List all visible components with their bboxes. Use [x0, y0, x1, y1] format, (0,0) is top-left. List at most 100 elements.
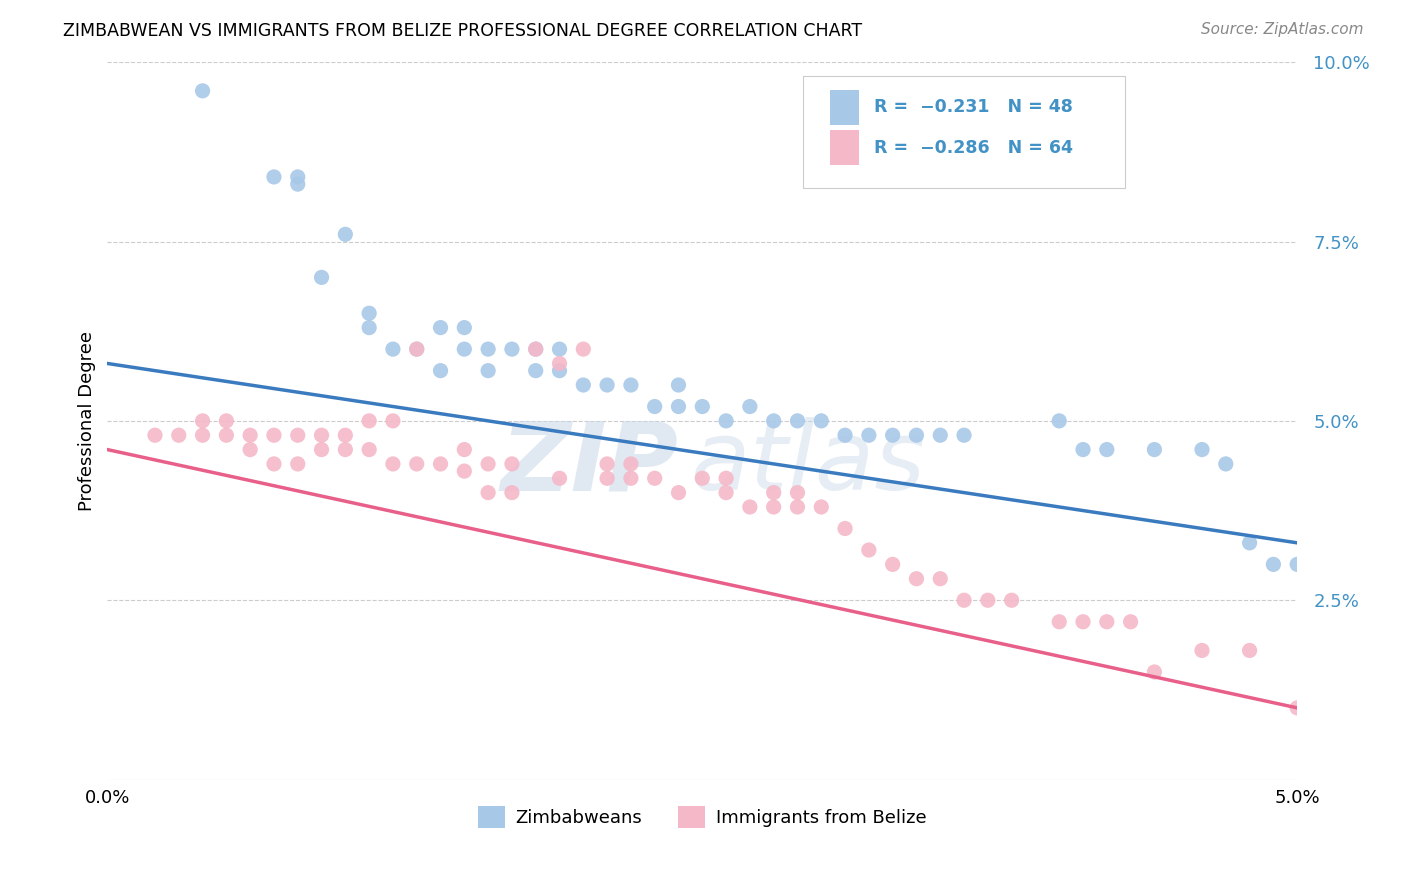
Point — [548, 471, 571, 485]
Point — [501, 457, 523, 471]
Point — [738, 500, 761, 514]
Point — [1191, 643, 1213, 657]
Point — [335, 442, 357, 457]
Point — [620, 471, 643, 485]
Point — [477, 485, 499, 500]
Point — [524, 342, 547, 356]
Text: ZIMBABWEAN VS IMMIGRANTS FROM BELIZE PROFESSIONAL DEGREE CORRELATION CHART: ZIMBABWEAN VS IMMIGRANTS FROM BELIZE PRO… — [63, 22, 862, 40]
Point — [215, 414, 238, 428]
Point — [524, 342, 547, 356]
Point — [429, 320, 451, 334]
Point — [762, 500, 785, 514]
Point — [524, 364, 547, 378]
Point — [596, 471, 619, 485]
Point — [572, 378, 595, 392]
Point — [668, 485, 690, 500]
Point — [1095, 442, 1118, 457]
Point — [858, 428, 880, 442]
Y-axis label: Professional Degree: Professional Degree — [79, 331, 96, 511]
Point — [834, 428, 856, 442]
Point — [596, 457, 619, 471]
Point — [311, 442, 333, 457]
Point — [714, 471, 737, 485]
Point — [810, 500, 832, 514]
Point — [191, 84, 214, 98]
Point — [762, 485, 785, 500]
Point — [834, 521, 856, 535]
Point — [429, 457, 451, 471]
FancyBboxPatch shape — [830, 90, 859, 125]
Point — [1286, 701, 1309, 715]
Point — [381, 414, 404, 428]
Point — [1191, 442, 1213, 457]
Point — [215, 428, 238, 442]
Point — [263, 457, 285, 471]
Point — [953, 593, 976, 607]
Point — [167, 428, 190, 442]
Point — [359, 320, 381, 334]
Point — [405, 342, 427, 356]
Point — [1071, 615, 1094, 629]
Point — [738, 400, 761, 414]
Point — [287, 428, 309, 442]
Text: atlas: atlas — [690, 417, 925, 510]
Point — [620, 457, 643, 471]
Point — [668, 378, 690, 392]
Point — [548, 342, 571, 356]
Point — [1263, 558, 1285, 572]
Point — [905, 572, 928, 586]
Point — [714, 414, 737, 428]
Point — [810, 414, 832, 428]
Point — [1239, 536, 1261, 550]
Point — [453, 442, 475, 457]
Point — [953, 428, 976, 442]
Point — [311, 270, 333, 285]
Point — [977, 593, 1000, 607]
Point — [477, 342, 499, 356]
Point — [335, 227, 357, 242]
Point — [1143, 442, 1166, 457]
Point — [381, 457, 404, 471]
Point — [1047, 414, 1070, 428]
Point — [359, 306, 381, 320]
Point — [929, 572, 952, 586]
Point — [644, 471, 666, 485]
Legend: Zimbabweans, Immigrants from Belize: Zimbabweans, Immigrants from Belize — [471, 798, 934, 835]
Text: R =  −0.231   N = 48: R = −0.231 N = 48 — [873, 98, 1073, 116]
FancyBboxPatch shape — [803, 77, 1125, 187]
Point — [501, 342, 523, 356]
Point — [620, 378, 643, 392]
Point — [596, 378, 619, 392]
Point — [381, 342, 404, 356]
Point — [1143, 665, 1166, 679]
Point — [1095, 615, 1118, 629]
Point — [287, 177, 309, 191]
Point — [311, 428, 333, 442]
Point — [335, 428, 357, 442]
Point — [1001, 593, 1024, 607]
Point — [287, 169, 309, 184]
Point — [191, 414, 214, 428]
Point — [359, 442, 381, 457]
Point — [905, 428, 928, 442]
Point — [668, 400, 690, 414]
Point — [1215, 457, 1237, 471]
Point — [263, 428, 285, 442]
Point — [786, 485, 808, 500]
Point — [263, 169, 285, 184]
Point — [453, 342, 475, 356]
Point — [548, 356, 571, 370]
Point — [239, 442, 262, 457]
Point — [1119, 615, 1142, 629]
Point — [453, 320, 475, 334]
Point — [453, 464, 475, 478]
Point — [1239, 643, 1261, 657]
Point — [143, 428, 166, 442]
Point — [714, 485, 737, 500]
Point — [359, 414, 381, 428]
Point — [929, 428, 952, 442]
Point — [762, 414, 785, 428]
Point — [644, 400, 666, 414]
Point — [287, 457, 309, 471]
Point — [690, 400, 713, 414]
